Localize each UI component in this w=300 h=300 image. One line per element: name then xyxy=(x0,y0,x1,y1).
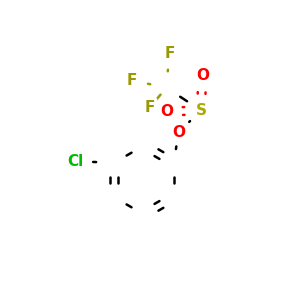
Text: F: F xyxy=(164,46,175,61)
Text: F: F xyxy=(145,100,155,115)
Text: S: S xyxy=(195,103,206,118)
Text: O: O xyxy=(160,104,173,119)
Text: O: O xyxy=(196,68,209,83)
Text: O: O xyxy=(172,125,185,140)
Text: Cl: Cl xyxy=(67,154,83,169)
Text: F: F xyxy=(127,73,137,88)
